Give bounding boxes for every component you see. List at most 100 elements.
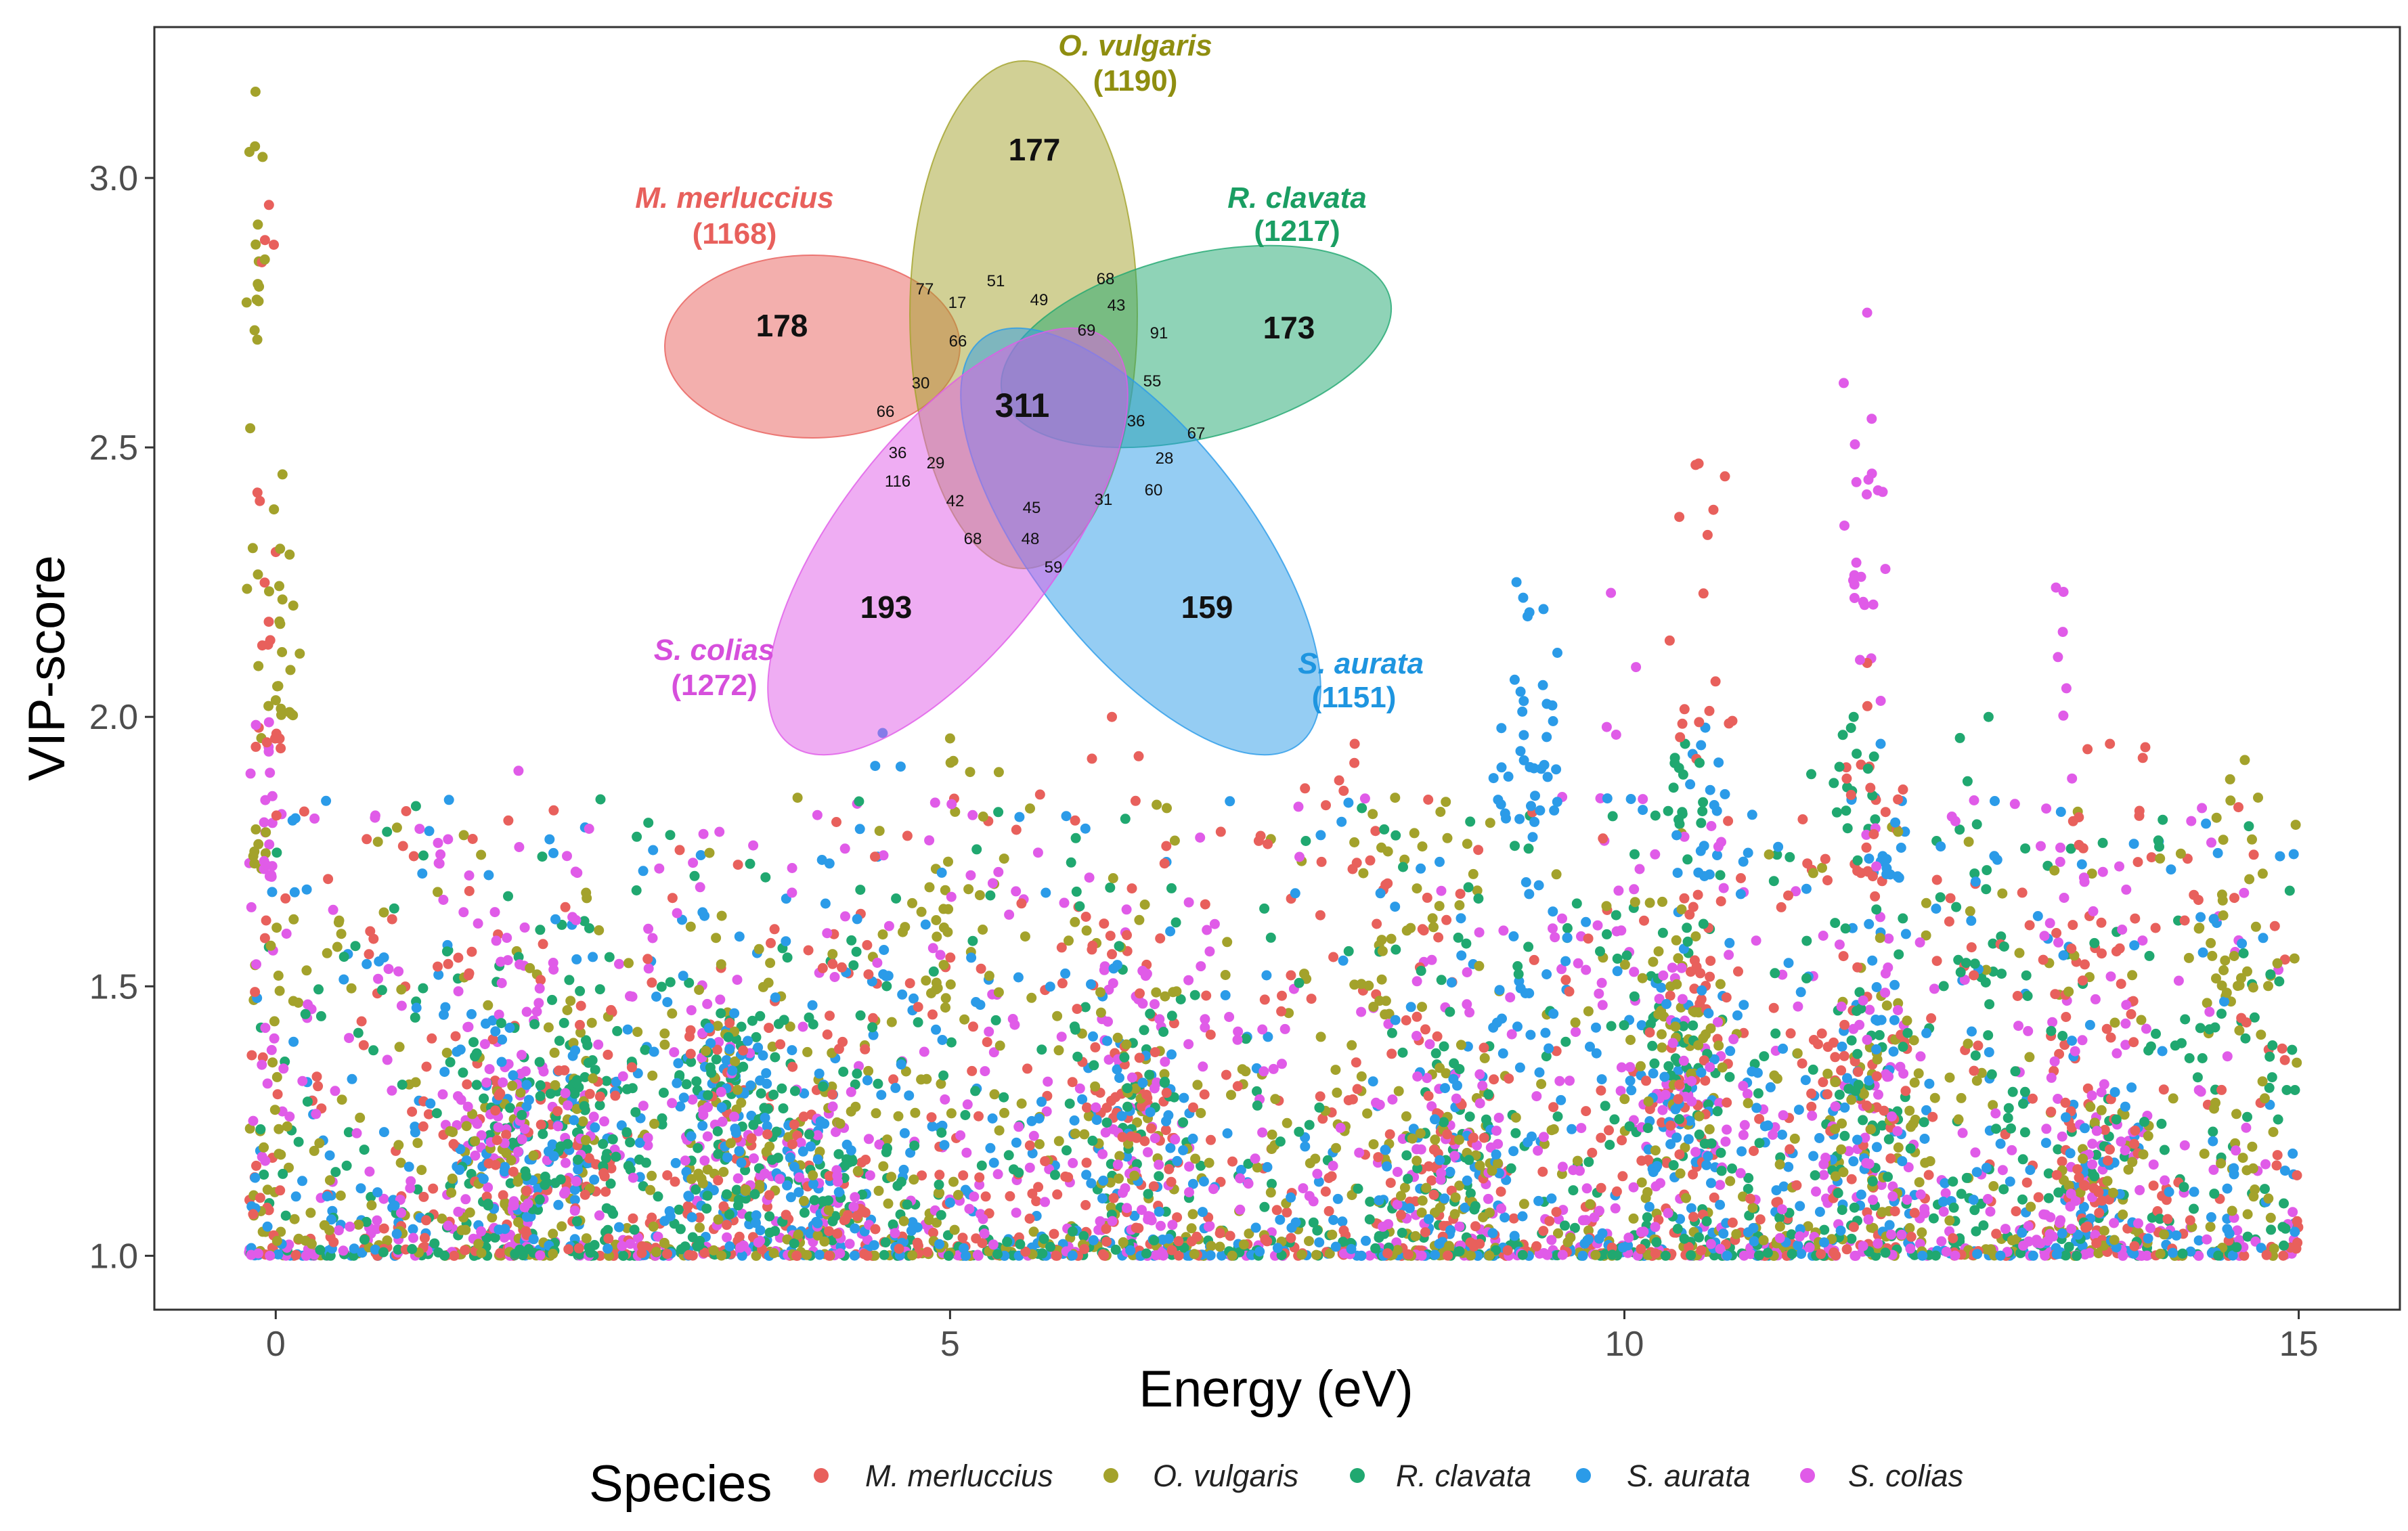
data-point <box>1715 1243 1726 1254</box>
data-point <box>1479 1132 1489 1143</box>
data-point <box>1661 998 1672 1009</box>
data-point <box>880 1237 891 1248</box>
data-point <box>271 847 282 858</box>
data-point <box>1672 868 1683 879</box>
data-point <box>1751 935 1761 946</box>
data-point <box>907 897 917 908</box>
data-point <box>1072 1051 1083 1062</box>
data-point <box>1396 1191 1406 1201</box>
data-point <box>1472 885 1483 896</box>
data-point <box>1881 1000 1892 1011</box>
data-point <box>1464 1155 1474 1166</box>
data-point <box>960 1110 971 1120</box>
data-point <box>787 1045 797 1056</box>
data-point <box>1636 1243 1646 1254</box>
data-point <box>1456 950 1467 961</box>
data-point <box>514 842 525 852</box>
data-point <box>2053 937 2063 948</box>
data-point <box>2140 742 2151 753</box>
data-point <box>1859 600 1870 611</box>
data-point <box>338 974 349 985</box>
data-point <box>1243 1159 1254 1169</box>
data-point <box>1382 846 1393 857</box>
data-point <box>273 971 284 981</box>
data-point <box>699 1247 710 1258</box>
data-point <box>1326 1171 1337 1182</box>
data-point <box>387 914 397 925</box>
data-point <box>999 853 1009 864</box>
data-point <box>667 1008 678 1019</box>
data-point <box>2097 837 2108 848</box>
data-point <box>808 1178 818 1189</box>
data-point <box>2077 1035 2088 1046</box>
data-point <box>2155 1248 2166 1259</box>
data-point <box>397 841 408 851</box>
data-point <box>1983 711 1994 722</box>
data-point <box>1679 704 1690 715</box>
data-point <box>1552 648 1562 658</box>
data-point <box>2044 1228 2055 1239</box>
data-point <box>647 977 657 988</box>
data-point <box>429 1238 440 1249</box>
data-point <box>625 1239 636 1249</box>
data-point <box>1738 1000 1749 1011</box>
data-point <box>300 1008 311 1019</box>
data-point <box>688 858 699 868</box>
data-point <box>1072 1004 1082 1015</box>
data-point <box>1675 732 1686 742</box>
data-point <box>460 1224 471 1235</box>
data-point <box>1931 904 1942 914</box>
data-point <box>1362 1108 1373 1119</box>
data-point <box>573 1164 584 1175</box>
data-point <box>839 1214 850 1225</box>
data-point <box>1570 1017 1581 1028</box>
data-point <box>928 966 939 977</box>
data-point <box>1743 847 1753 858</box>
data-point <box>2242 1231 2253 1242</box>
data-point <box>1811 1186 1821 1197</box>
data-point <box>1985 1206 1996 1217</box>
data-point <box>1791 1180 1802 1191</box>
data-point <box>1820 853 1831 864</box>
data-point <box>593 1039 604 1050</box>
data-point <box>1607 811 1618 822</box>
data-point <box>852 914 862 925</box>
data-point <box>1997 1165 2008 1176</box>
data-point <box>433 961 443 972</box>
data-point <box>2099 1226 2109 1236</box>
data-point <box>1846 1174 1857 1184</box>
data-point <box>1861 842 1872 853</box>
data-point <box>1742 1088 1753 1099</box>
data-point <box>2127 970 2138 981</box>
data-point <box>678 971 688 981</box>
data-point <box>958 1170 969 1181</box>
data-point <box>2138 1149 2149 1160</box>
data-point <box>2216 1008 2227 1019</box>
data-point <box>1913 1068 1924 1079</box>
data-point <box>1122 1151 1132 1162</box>
data-point <box>1642 1212 1652 1222</box>
data-point <box>1049 1228 1059 1239</box>
data-point <box>1517 706 1528 717</box>
data-point <box>833 1186 844 1197</box>
data-point <box>1665 1139 1676 1149</box>
data-point <box>730 1056 741 1067</box>
data-point <box>2164 1186 2174 1197</box>
data-point <box>1759 1051 1770 1062</box>
data-point <box>1864 918 1875 929</box>
data-point <box>1027 1189 1038 1199</box>
data-point <box>1196 1160 1206 1171</box>
data-point <box>1170 1134 1181 1145</box>
data-point <box>1684 1115 1695 1126</box>
data-point <box>383 964 394 975</box>
data-point <box>449 1250 460 1261</box>
data-point <box>893 1111 904 1122</box>
data-point <box>1709 1192 1720 1203</box>
data-point <box>346 983 357 994</box>
data-point <box>594 1091 605 1102</box>
data-point <box>281 929 292 939</box>
data-point <box>2279 1166 2290 1176</box>
data-point <box>1644 1027 1655 1038</box>
data-point <box>1275 1214 1286 1225</box>
data-point <box>1376 974 1387 985</box>
